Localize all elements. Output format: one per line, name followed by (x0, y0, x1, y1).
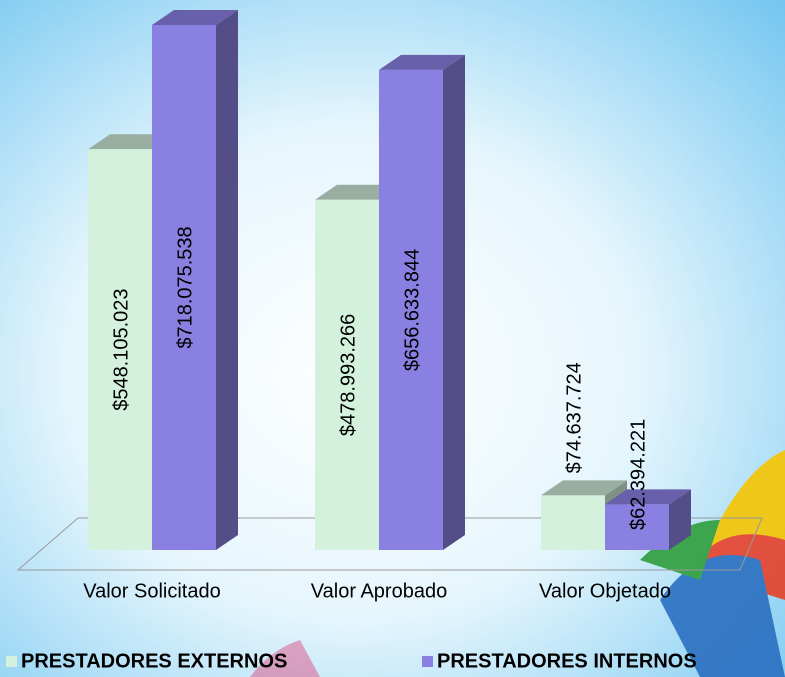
value-label: $74.637.724 (563, 362, 585, 473)
legend-swatch (422, 656, 433, 667)
value-label: $62.394.221 (627, 419, 649, 530)
legend-label: PRESTADORES EXTERNOS (21, 650, 287, 672)
legend-label: PRESTADORES INTERNOS (437, 650, 697, 672)
value-label: $548.105.023 (110, 288, 132, 410)
bar-side (216, 10, 238, 550)
x-tick-label: Valor Solicitado (83, 580, 220, 602)
x-tick-label: Valor Objetado (539, 580, 671, 602)
bar (541, 495, 605, 550)
chart: Valor Solicitado Valor Aprobado Valor Obje… (0, 0, 785, 677)
value-label: $718.075.538 (174, 226, 196, 348)
value-label: $478.993.266 (337, 314, 359, 436)
legend-swatch (6, 656, 17, 667)
x-tick-label: Valor Aprobado (311, 580, 447, 602)
bar-side (443, 55, 465, 550)
value-label: $656.633.844 (401, 249, 423, 371)
